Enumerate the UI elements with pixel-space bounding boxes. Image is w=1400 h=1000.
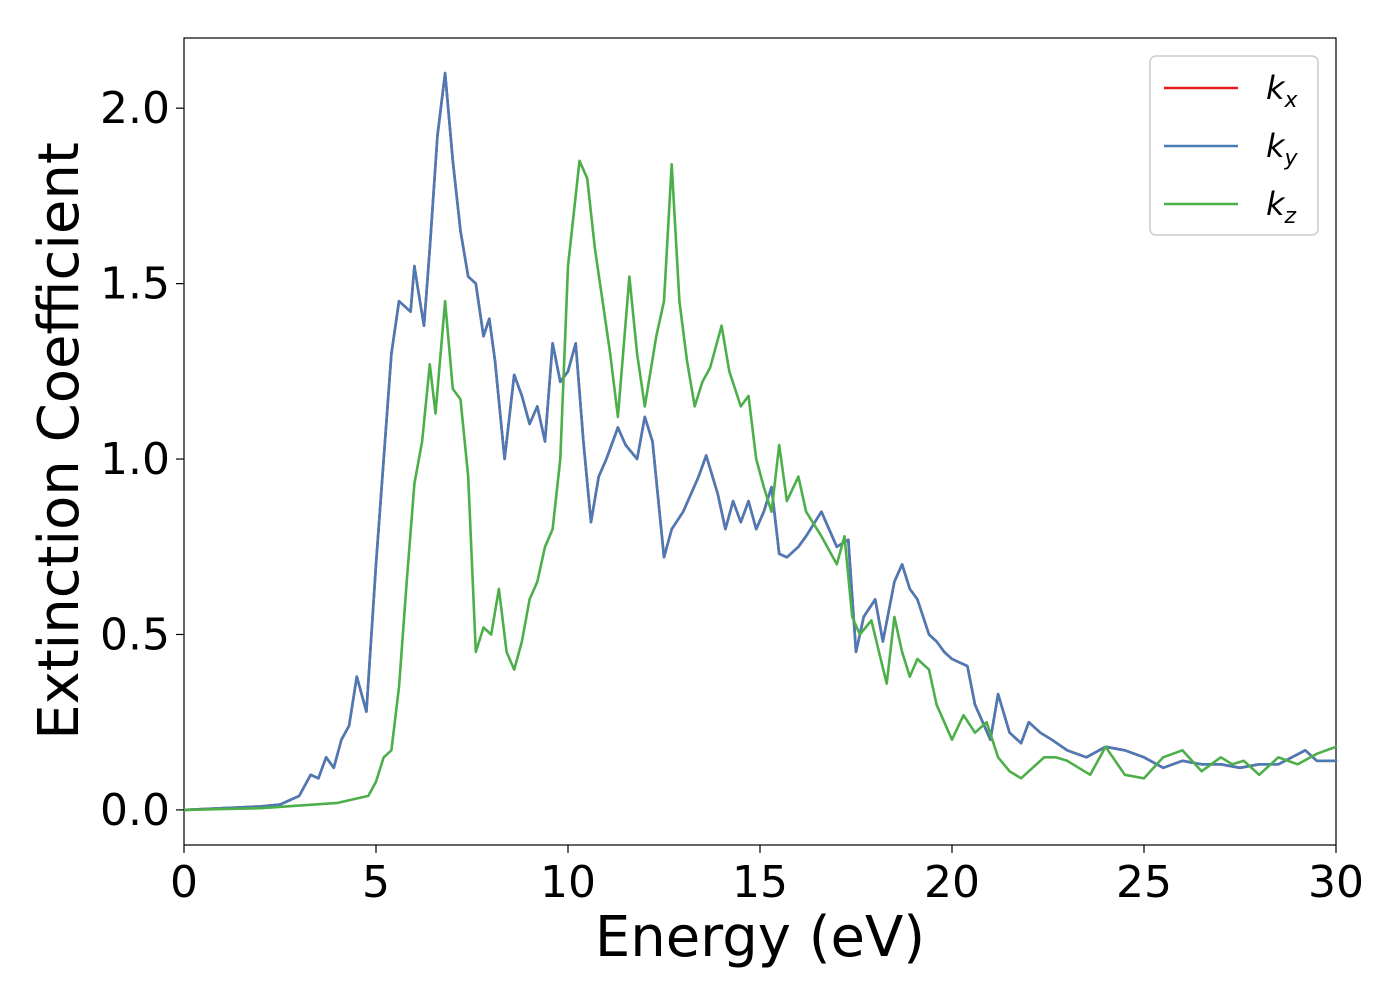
series-line-z bbox=[182, 159, 1338, 812]
y-tick-label: 1.0 bbox=[100, 434, 170, 485]
series-group bbox=[182, 71, 1338, 812]
y-axis-label: Extinction Coefficient bbox=[27, 142, 92, 740]
legend-label-subscript: y bbox=[1284, 146, 1299, 171]
legend-label-main: k bbox=[1266, 185, 1286, 223]
y-tick-label: 2.0 bbox=[100, 83, 170, 134]
y-tick-label: 0.0 bbox=[100, 785, 170, 836]
series-line-y bbox=[182, 71, 1338, 812]
x-axis-ticks: 0 5 10 15 20 25 30 bbox=[170, 845, 1364, 908]
legend-label-subscript: x bbox=[1284, 88, 1299, 113]
y-tick-label: 1.5 bbox=[100, 259, 170, 310]
legend-label-y: ky bbox=[1266, 127, 1299, 171]
legend-label-main: k bbox=[1266, 69, 1286, 107]
x-tick-label: 5 bbox=[362, 857, 390, 908]
legend-label-main: k bbox=[1266, 127, 1286, 165]
legend-label-subscript: z bbox=[1284, 204, 1297, 229]
x-axis-label: Energy (eV) bbox=[595, 905, 925, 970]
x-tick-label: 15 bbox=[732, 857, 788, 908]
x-tick-label: 25 bbox=[1116, 857, 1172, 908]
legend-label-x: kx bbox=[1266, 69, 1299, 113]
x-tick-label: 20 bbox=[924, 857, 980, 908]
plot-area: 0 5 10 15 20 25 30 0.0 0.5 1.0 1.5 2.0 bbox=[100, 37, 1364, 908]
y-axis-ticks: 0.0 0.5 1.0 1.5 2.0 bbox=[100, 83, 184, 836]
legend-label-z: kz bbox=[1266, 185, 1297, 229]
x-tick-label: 10 bbox=[540, 857, 596, 908]
x-tick-label: 0 bbox=[170, 857, 198, 908]
x-tick-label: 30 bbox=[1308, 857, 1364, 908]
y-tick-label: 0.5 bbox=[100, 609, 170, 660]
